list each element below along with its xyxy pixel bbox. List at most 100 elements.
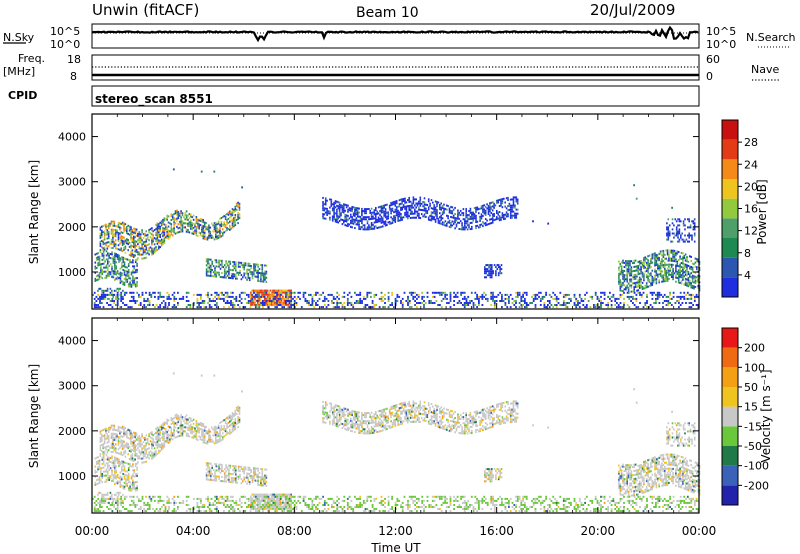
power-cell [512,196,515,199]
power-cell [215,223,217,226]
power-cell [240,261,243,264]
power-cell [456,291,459,294]
power-cell [270,295,273,298]
power-cell [160,232,163,235]
velocity-cell [120,445,123,448]
power-cell [139,302,142,304]
power-cell [141,293,144,296]
velocity-cell [151,455,153,458]
power-cell [214,304,216,306]
power-cell [117,225,120,228]
velocity-cell [103,440,106,443]
power-cell [637,306,640,309]
power-cell [402,206,405,209]
velocity-cell [137,461,139,464]
power-cell [133,283,136,286]
velocity-cell [105,454,108,457]
power-cell [429,204,431,207]
power-cell [123,263,126,266]
power-cell [257,263,259,266]
power-cell [531,302,533,304]
velocity-cell [107,449,110,452]
power-cell [672,295,675,298]
power-cell [500,264,503,267]
power-cell [525,291,528,294]
power-cell [137,239,139,241]
velocity-cell [141,433,143,436]
velocity-cell [131,459,134,462]
velocity-cell [106,445,109,448]
velocity-cell [181,434,184,437]
power-cell [264,264,266,267]
power-cell [693,222,696,225]
velocity-cell [156,446,159,449]
velocity-cell [116,429,118,432]
power-cell [657,275,659,278]
power-cell [620,265,623,268]
power-cell [141,231,143,234]
power-cell [118,306,121,309]
power-cell [677,240,679,243]
power-cell [632,297,634,300]
power-cell [103,236,106,239]
power-cell [697,284,699,287]
power-cell [690,268,692,271]
power-cell [648,254,651,257]
power-cell [120,237,123,240]
power-cell [439,220,441,223]
power-cell [503,197,505,200]
power-cell [434,220,437,223]
power-cell [155,304,158,306]
velocity-cell [110,434,113,437]
power-cell [680,274,683,277]
power-cell [324,197,327,200]
velocity-cell [178,430,181,433]
power-cell [408,300,411,302]
power-cell [638,268,641,271]
power-cell [600,291,602,294]
power-cell [498,198,501,201]
velocity-cell [188,425,191,428]
power-cell [254,263,257,266]
power-cell [373,304,376,306]
power-cell [187,300,190,302]
power-cell [116,297,119,300]
power-cell [405,300,408,302]
velocity-cell [229,420,231,423]
power-cell [216,265,219,268]
power-cell [151,249,153,252]
power-cell [225,260,227,263]
power-cell [507,199,509,201]
velocity-cell [138,455,141,458]
power-cell [564,304,567,306]
power-cell [380,217,383,220]
velocity-cell [102,460,105,463]
power-cell [111,293,113,296]
power-cell [316,300,319,302]
power-cell [362,216,365,219]
power-cell [490,218,493,221]
power-cell [223,223,225,226]
power-cell [675,252,677,255]
power-cell [366,304,369,306]
power-cell [368,218,370,221]
velocity-cell [98,463,101,466]
power-cell [471,213,473,216]
power-cell [384,306,386,309]
power-cell [408,196,410,199]
power-cell [658,293,661,296]
power-cell [341,223,344,226]
velocity-cell [199,422,202,424]
power-cell [547,304,549,306]
power-cell [643,287,645,290]
power-cell [506,306,509,309]
power-cell [641,265,644,268]
velocity-cell [102,456,105,459]
velocity-cell [108,464,110,467]
velocity-cell [123,432,125,435]
power-cell [267,306,270,309]
power-cell [345,218,348,221]
velocity-cell [202,435,205,438]
power-cell [485,264,487,267]
power-cell [397,205,399,208]
